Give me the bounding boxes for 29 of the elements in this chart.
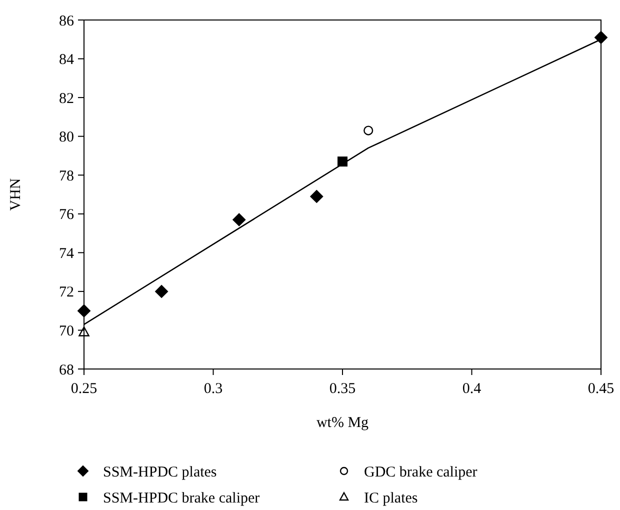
y-tick-label: 82 xyxy=(59,90,74,107)
y-tick-label: 68 xyxy=(59,362,74,378)
y-tick-label: 72 xyxy=(59,284,74,301)
legend-label: SSM-HPDC plates xyxy=(103,464,217,480)
y-tick-label: 80 xyxy=(59,130,74,146)
y-tick-label: 76 xyxy=(59,207,74,224)
y-tick-label: 84 xyxy=(59,52,74,68)
point xyxy=(310,190,324,203)
point xyxy=(364,126,374,136)
y-tick-label: 78 xyxy=(59,168,74,184)
point xyxy=(78,304,90,318)
point xyxy=(78,326,90,336)
x-tick-label: 0.25 xyxy=(70,381,98,397)
point xyxy=(232,213,246,226)
legend-label: SSM-HPDC brake caliper xyxy=(103,490,260,506)
point xyxy=(155,284,168,298)
x-tick-label: 0.3 xyxy=(204,381,223,397)
x-tick-label: 0.4 xyxy=(462,381,482,397)
y-axis-title: VHN xyxy=(8,178,24,211)
point xyxy=(594,30,608,44)
x-axis-title: wt% Mg xyxy=(316,415,370,431)
y-tick-label: 86 xyxy=(59,13,74,30)
x-tick-label: 0.45 xyxy=(588,381,614,397)
y-tick-label: 74 xyxy=(59,246,74,262)
legend-label: IC plates xyxy=(364,490,418,506)
legend-label: GDC brake caliper xyxy=(364,464,478,480)
point xyxy=(338,156,348,167)
y-tick-label: 70 xyxy=(59,323,74,340)
x-tick-label: 0.35 xyxy=(329,381,356,397)
